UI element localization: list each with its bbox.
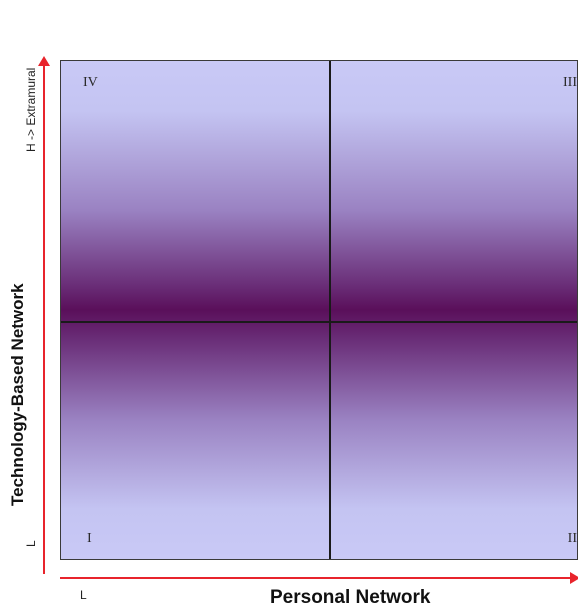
x-axis-line: [60, 577, 572, 579]
quadrant-iii-label: III: [563, 75, 577, 90]
quadrant-plot: IV III I II: [60, 60, 578, 560]
horizontal-divider: [61, 321, 577, 323]
quadrant-i-label: I: [87, 531, 92, 546]
y-axis-label: Technology-Based Network: [8, 283, 27, 506]
x-axis-arrow-icon: [570, 572, 578, 584]
x-axis-low-label: L: [80, 588, 87, 602]
y-axis-high-label: H -> Extramural: [24, 67, 38, 152]
vertical-divider: [329, 61, 331, 559]
y-axis-line: [43, 62, 45, 574]
x-axis-label: Personal Network: [270, 587, 431, 608]
y-axis-arrow-icon: [38, 56, 50, 66]
quadrant-iv-label: IV: [83, 75, 98, 90]
y-axis-low-label: L: [24, 540, 38, 547]
quadrant-ii-label: II: [567, 531, 577, 546]
